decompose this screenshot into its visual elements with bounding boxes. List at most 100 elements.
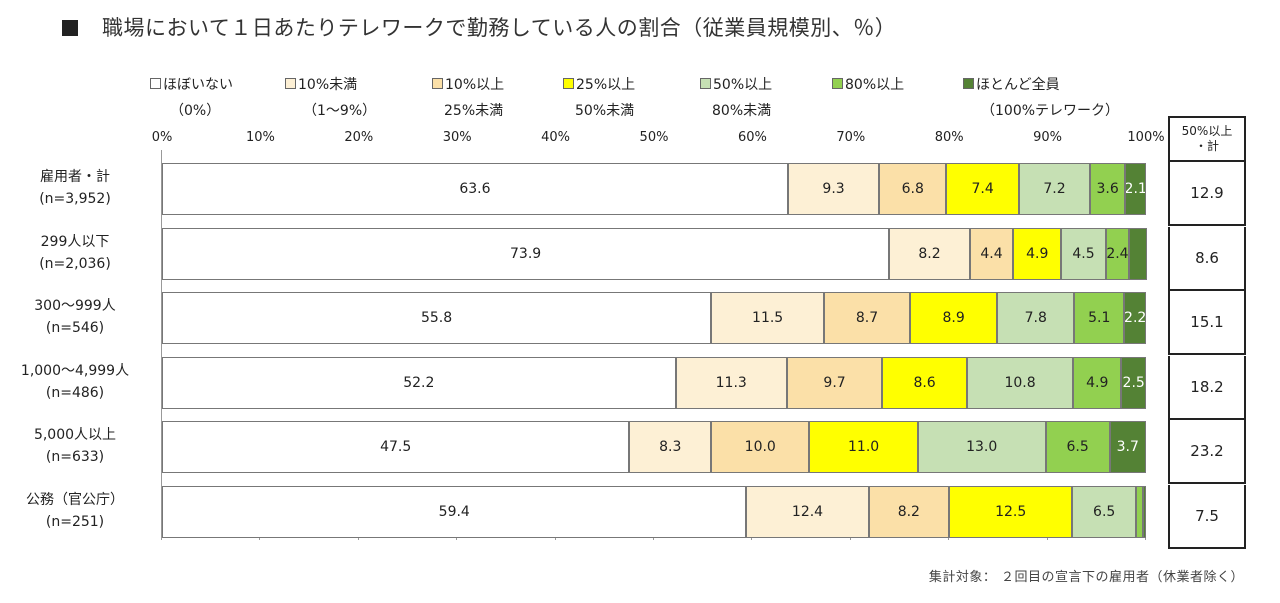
bar-value-label: 4.9 — [1086, 374, 1109, 391]
category-name: 5,000人以上 — [33, 427, 117, 444]
bar-value-label: 8.3 — [659, 439, 682, 456]
x-tick-mark — [948, 536, 950, 540]
bar-segment: 4.5 — [1061, 227, 1106, 280]
bar-value-label: 2.2 — [1124, 310, 1146, 327]
bar-value-label: 4.9 — [1026, 245, 1049, 262]
category-label: 1,000～4,999人 (n=486) — [0, 360, 150, 404]
bar-segment: 11.0 — [809, 421, 918, 474]
bar-segment: 5.1 — [1074, 292, 1125, 345]
bar-segment: 7.2 — [1019, 163, 1090, 215]
x-tick-mark — [554, 536, 556, 540]
bar-value-label: 7.8 — [1024, 310, 1047, 327]
bar-value-label: 8.9 — [942, 310, 965, 327]
category-name: 雇用者・計 — [40, 169, 110, 185]
x-tick-label: 0% — [151, 130, 173, 145]
bar-segment — [1129, 227, 1147, 280]
bar-segment: 2.5 — [1121, 356, 1146, 409]
category-count: (n=546) — [45, 320, 105, 337]
summary-cell: 7.5 — [1168, 484, 1246, 549]
bar-value-label: 10.0 — [744, 439, 776, 456]
bar-segment: 8.9 — [909, 292, 998, 345]
bar-segment: 9.7 — [786, 356, 883, 409]
summary-cell: 12.9 — [1168, 162, 1246, 226]
bar-segment: 47.5 — [162, 421, 630, 474]
bar-segment: 4.4 — [969, 227, 1014, 280]
x-tick-label: 50% — [639, 130, 669, 145]
bar-value-label: 11.3 — [715, 374, 747, 391]
bar-segment: 2.1 — [1125, 163, 1146, 215]
bar-value-label: 52.2 — [403, 374, 435, 391]
x-tick-mark — [259, 536, 261, 540]
legend-item: 80%以上 — [832, 74, 904, 94]
bar-segment: 13.0 — [917, 421, 1046, 474]
legend-item: ほとんど全員 （100%テレワーク） — [963, 74, 1119, 120]
x-tick-mark — [751, 536, 753, 540]
category-count: (n=251) — [45, 514, 105, 530]
legend-sublabel: （1～9%） — [303, 103, 377, 119]
bar-segment: 8.2 — [889, 227, 970, 280]
category-label: 5,000人以上 (n=633) — [0, 424, 150, 468]
bar-value-label: 11.5 — [752, 310, 784, 327]
bar-value-label: 8.2 — [918, 245, 941, 262]
bar-value-label: 3.6 — [1096, 181, 1119, 197]
stacked-bar: 52.2 11.3 9.7 8.6 10.8 4.9 2.5 — [162, 356, 1146, 409]
bar-value-label: 7.4 — [971, 181, 994, 197]
legend-item: 10%未満 （1～9%） — [285, 74, 376, 120]
x-tick-label: 10% — [245, 130, 275, 145]
bar-segment: 8.7 — [824, 292, 910, 345]
bar-value-label: 2.4 — [1106, 245, 1129, 262]
bar-segment: 12.4 — [746, 486, 869, 538]
category-label: 299人以下 (n=2,036) — [0, 231, 150, 275]
summary-cell: 15.1 — [1168, 291, 1246, 355]
x-tick-label: 20% — [344, 130, 374, 145]
bar-value-label: 63.6 — [459, 181, 491, 197]
bar-segment: 4.9 — [1073, 356, 1122, 409]
legend-label: 50%以上 — [713, 77, 773, 93]
legend-label: ほぼいない — [163, 77, 233, 93]
category-count: (n=2,036) — [39, 255, 111, 272]
bar-value-label: 59.4 — [438, 504, 470, 520]
title-square-icon — [62, 20, 78, 36]
bar-value-label: 9.7 — [823, 374, 846, 391]
legend-sublabel: 50%未満 — [575, 103, 635, 119]
legend-sublabel: 25%未満 — [444, 103, 504, 119]
legend-swatch — [832, 78, 843, 89]
bar-value-label: 5.1 — [1088, 310, 1111, 327]
legend-item: 50%以上 80%未満 — [700, 74, 772, 120]
legend-label: 80%以上 — [845, 77, 905, 93]
x-tick-label: 80% — [934, 130, 964, 145]
legend-sublabel: 80%未満 — [712, 103, 772, 119]
bar-segment: 3.7 — [1109, 421, 1146, 474]
bar-value-label: 6.8 — [901, 181, 924, 197]
stacked-bar: 47.5 8.3 10.0 11.0 13.0 6.5 3.7 — [162, 421, 1146, 474]
summary-cell: 18.2 — [1168, 355, 1246, 420]
bar-segment: 10.8 — [966, 356, 1074, 409]
legend-swatch — [432, 78, 443, 89]
bar-segment: 55.8 — [162, 292, 712, 345]
bar-value-label: 8.7 — [855, 310, 879, 327]
bar-value-label: 4.4 — [980, 245, 1003, 262]
footnote: 集計対象： ２回目の宣言下の雇用者（休業者除く） — [928, 570, 1244, 585]
bar-segment: 12.5 — [949, 486, 1073, 538]
stacked-bar: 63.6 9.3 6.8 7.4 7.2 3.6 2.1 — [162, 163, 1146, 215]
x-tick-label: 40% — [541, 130, 571, 145]
bar-segment: 7.8 — [997, 292, 1075, 345]
bar-value-label: 6.5 — [1093, 504, 1116, 520]
bar-value-label: 12.4 — [791, 504, 824, 520]
legend-swatch — [285, 78, 296, 89]
legend-label: 10%以上 — [445, 77, 505, 93]
bar-value-label: 2.5 — [1122, 374, 1145, 391]
bar-segment: 6.5 — [1045, 421, 1110, 474]
x-tick-label: 90% — [1033, 130, 1063, 145]
chart-title: 職場において１日あたりテレワークで勤務している人の割合（従業員規模別、％） — [62, 12, 896, 42]
bar-segment: 63.6 — [162, 163, 788, 215]
legend-swatch — [563, 78, 574, 89]
stacked-bar: 73.9 8.2 4.4 4.9 4.5 2.4 — [162, 227, 1147, 280]
legend-label: 25%以上 — [576, 77, 636, 93]
bar-segment: 8.6 — [882, 356, 967, 409]
bar-value-label: 10.8 — [1004, 374, 1036, 391]
bar-segment: 73.9 — [162, 227, 890, 280]
legend-swatch — [963, 78, 974, 89]
category-count: (n=486) — [45, 384, 105, 401]
bar-segment: 3.6 — [1089, 163, 1126, 215]
